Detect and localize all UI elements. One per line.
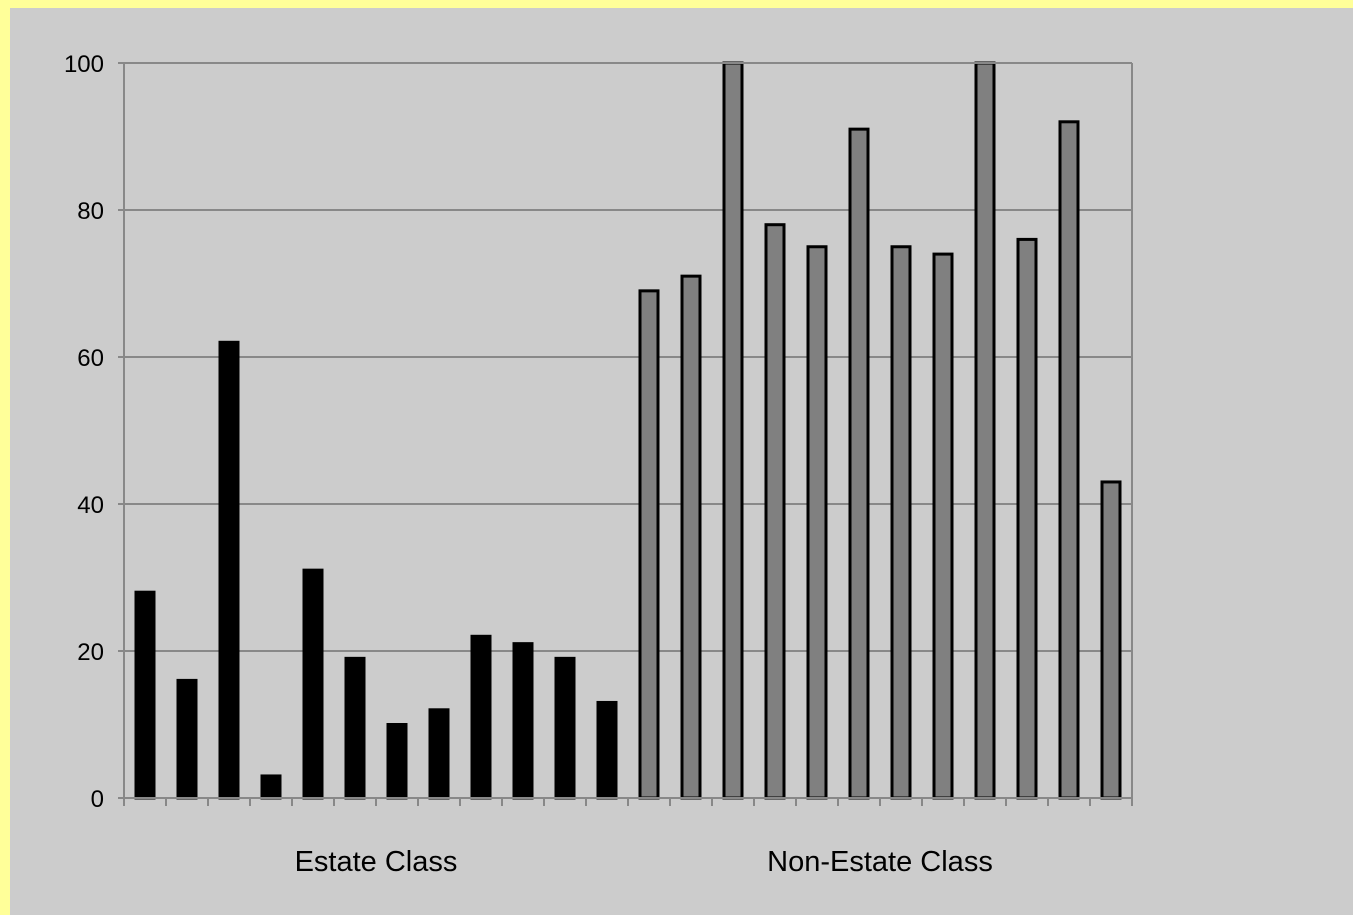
y-tick-label: 80 [77, 198, 104, 225]
estate-bar [176, 678, 198, 800]
estate-bar [260, 774, 282, 800]
y-tick-label: 20 [77, 639, 104, 666]
non-estate-bar [1058, 120, 1080, 800]
bar-chart: 0 20 40 60 80 100 Estate Class Non-Estate Class [64, 51, 1133, 878]
estate-bar [344, 656, 366, 800]
y-tick-label: 40 [77, 492, 104, 519]
estate-bar [596, 700, 618, 800]
non-estate-bar [890, 245, 912, 800]
non-estate-bar [848, 127, 870, 800]
y-tick-label: 60 [77, 345, 104, 372]
y-tick-label: 100 [64, 51, 104, 78]
estate-bar [134, 590, 156, 800]
estate-bar [218, 340, 240, 800]
bars [134, 61, 1122, 800]
non-estate-bar [806, 245, 828, 800]
estate-bar [512, 642, 534, 800]
non-estate-class-label: Non-Estate Class [767, 846, 993, 878]
non-estate-bar [932, 252, 954, 800]
axes [118, 62, 1133, 806]
chart-frame: 0 20 40 60 80 100 Estate Class Non-Estate Class [10, 8, 1353, 915]
estate-bar [428, 708, 450, 800]
estate-bar [302, 568, 324, 800]
non-estate-bar [638, 289, 660, 800]
non-estate-bar [722, 61, 744, 800]
non-estate-bar [1100, 480, 1122, 800]
estate-class-label: Estate Class [295, 846, 458, 878]
labels: 0 20 40 60 80 100 Estate Class Non-Estate Class [64, 51, 993, 878]
non-estate-bar [974, 61, 996, 800]
non-estate-bar [680, 274, 702, 800]
estate-bar [554, 656, 576, 800]
non-estate-bar [764, 223, 786, 800]
estate-bar [386, 723, 408, 800]
y-tick-label: 0 [91, 786, 104, 813]
non-estate-bar [1016, 237, 1038, 800]
estate-bar [470, 634, 492, 800]
